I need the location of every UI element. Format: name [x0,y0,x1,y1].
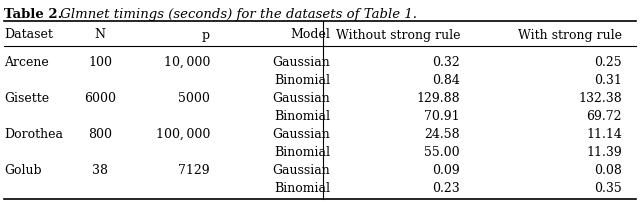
Text: Dataset: Dataset [4,28,53,41]
Text: With strong rule: With strong rule [518,28,622,41]
Text: Model: Model [290,28,330,41]
Text: 100: 100 [88,55,112,68]
Text: 0.25: 0.25 [595,55,622,68]
Text: 0.31: 0.31 [594,73,622,86]
Text: 11.39: 11.39 [586,145,622,158]
Text: 69.72: 69.72 [586,109,622,122]
Text: 0.84: 0.84 [432,73,460,86]
Text: Binomial: Binomial [274,181,330,194]
Text: 0.32: 0.32 [432,55,460,68]
Text: 10, 000: 10, 000 [164,55,210,68]
Text: Binomial: Binomial [274,73,330,86]
Text: Gaussian: Gaussian [272,55,330,68]
Text: Glmnet timings (seconds) for the datasets of Table 1.: Glmnet timings (seconds) for the dataset… [56,8,417,21]
Text: 7129: 7129 [179,163,210,176]
Text: 70.91: 70.91 [424,109,460,122]
Text: Binomial: Binomial [274,145,330,158]
Text: Gaussian: Gaussian [272,91,330,104]
Text: Dorothea: Dorothea [4,127,63,140]
Text: 100, 000: 100, 000 [156,127,210,140]
Text: 800: 800 [88,127,112,140]
Text: 132.38: 132.38 [579,91,622,104]
Text: Without strong rule: Without strong rule [335,28,460,41]
Text: 0.23: 0.23 [432,181,460,194]
Text: 0.35: 0.35 [595,181,622,194]
Text: 6000: 6000 [84,91,116,104]
Text: 0.08: 0.08 [594,163,622,176]
Text: Gaussian: Gaussian [272,163,330,176]
Text: 5000: 5000 [178,91,210,104]
Text: Arcene: Arcene [4,55,49,68]
Text: Gisette: Gisette [4,91,49,104]
Text: p: p [202,28,210,41]
Text: 11.14: 11.14 [586,127,622,140]
Text: 24.58: 24.58 [424,127,460,140]
Text: 129.88: 129.88 [417,91,460,104]
Text: Binomial: Binomial [274,109,330,122]
Text: 0.09: 0.09 [432,163,460,176]
Text: Golub: Golub [4,163,42,176]
Text: Table 2.: Table 2. [4,8,62,21]
Text: Gaussian: Gaussian [272,127,330,140]
Text: N: N [95,28,106,41]
Text: 38: 38 [92,163,108,176]
Text: 55.00: 55.00 [424,145,460,158]
